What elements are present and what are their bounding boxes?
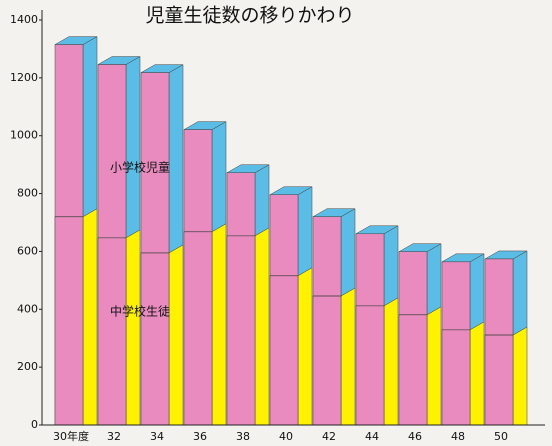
bar-side — [254, 164, 270, 237]
bar-side — [383, 225, 399, 307]
bar-side — [82, 36, 98, 218]
bar-side — [125, 56, 141, 239]
bar-side — [168, 244, 184, 426]
bar-side — [426, 306, 442, 426]
bar-side — [125, 229, 141, 426]
bar-side — [512, 250, 528, 336]
bar-side — [426, 243, 442, 316]
bar-side — [168, 64, 184, 254]
y-tick-label: 1200 — [10, 71, 38, 84]
bar — [484, 334, 514, 426]
x-tick-label: 32 — [107, 430, 121, 443]
bar-side — [340, 287, 356, 426]
x-tick-label: 46 — [408, 430, 422, 443]
x-tick-label: 50 — [494, 430, 508, 443]
bar — [54, 216, 84, 426]
x-tick-label: 30年度 — [53, 429, 89, 443]
bar-side — [211, 121, 227, 233]
x-tick-label: 34 — [150, 430, 164, 443]
bar-side — [297, 186, 313, 277]
chart-title: 児童生徒数の移りかわり — [145, 5, 354, 27]
x-tick-label: 44 — [365, 430, 379, 443]
bar-side — [254, 227, 270, 426]
bar — [312, 295, 342, 426]
x-tick-label: 42 — [322, 430, 336, 443]
bar — [398, 314, 428, 426]
x-tick-label: 40 — [279, 430, 293, 443]
bar-side — [340, 208, 356, 297]
bar — [355, 305, 385, 426]
bar-side — [512, 326, 528, 426]
bar — [97, 237, 127, 426]
bar-side — [383, 297, 399, 426]
y-tick-label: 1400 — [10, 13, 38, 26]
bar-side — [211, 223, 227, 426]
y-tick-label: 400 — [17, 302, 38, 315]
x-tick-label: 48 — [451, 430, 465, 443]
bar — [226, 235, 256, 426]
bar-side — [297, 267, 313, 426]
y-tick-label: 600 — [17, 244, 38, 257]
bar — [140, 252, 170, 426]
bar-side — [82, 208, 98, 426]
y-tick-label: 1000 — [10, 129, 38, 142]
x-tick-label: 36 — [193, 430, 207, 443]
bar-side — [469, 253, 485, 331]
bar-side — [469, 321, 485, 426]
bar — [269, 275, 299, 426]
y-tick-label: 200 — [17, 360, 38, 373]
bar — [183, 231, 213, 426]
x-tick-label: 38 — [236, 430, 250, 443]
series-label: 中学校生徒 — [110, 304, 170, 319]
bar — [441, 329, 471, 426]
y-tick-label: 0 — [31, 418, 38, 431]
series-label: 小学校児童 — [110, 160, 170, 175]
y-tick-label: 800 — [17, 187, 38, 200]
